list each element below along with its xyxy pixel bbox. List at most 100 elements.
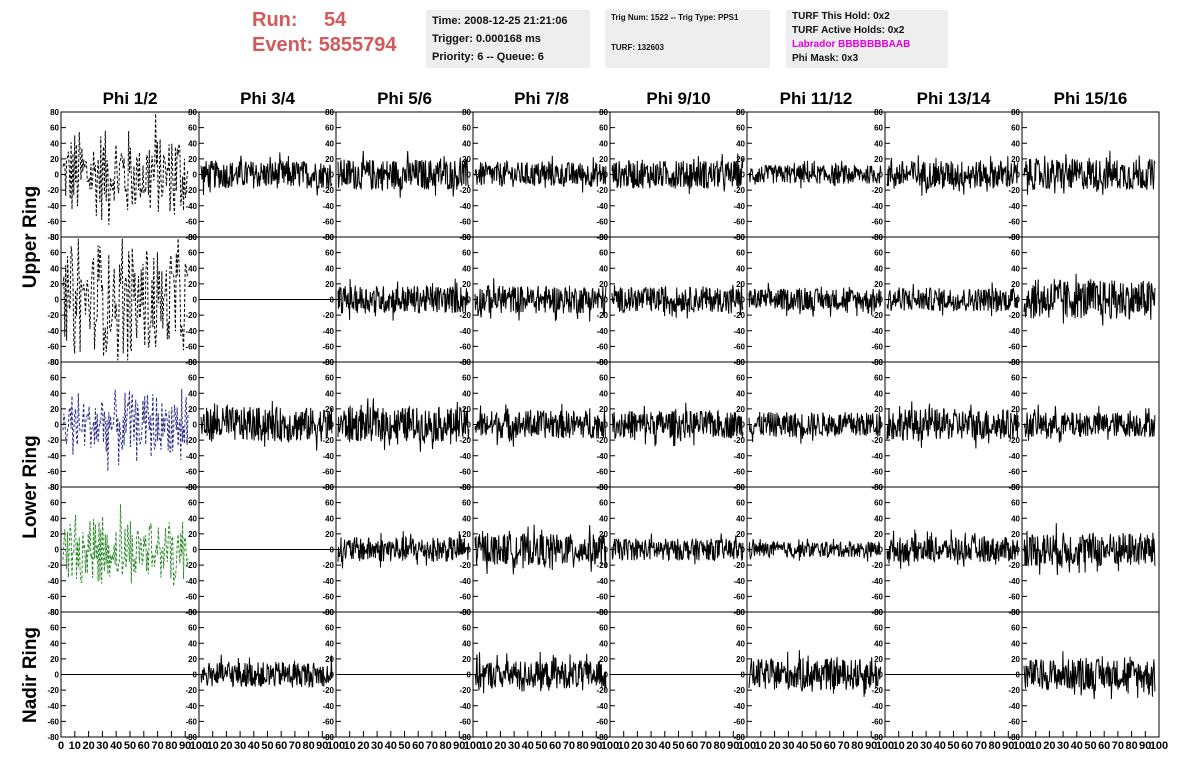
y-tick-label: -60 [733, 217, 745, 226]
y-tick-label: -80 [322, 733, 334, 742]
y-tick-label: -20 [1008, 311, 1020, 320]
x-tick-label: 40 [934, 740, 946, 752]
y-tick-label: -20 [733, 186, 745, 195]
y-tick-label: 60 [1011, 249, 1020, 258]
y-tick-label: 60 [50, 374, 59, 383]
x-tick-label: 20 [906, 740, 918, 752]
y-tick-label: 20 [599, 280, 608, 289]
y-tick-label: -60 [185, 217, 197, 226]
y-tick-label: 80 [1011, 483, 1020, 492]
y-tick-label: 40 [325, 514, 334, 523]
y-tick-label: 60 [874, 124, 883, 133]
y-tick-label: 40 [50, 514, 59, 523]
y-tick-label: -20 [322, 311, 334, 320]
waveform-trace [886, 282, 1019, 317]
ring-label: Upper Ring [20, 186, 41, 288]
y-tick-label: -20 [871, 311, 883, 320]
x-tick-label: 40 [385, 740, 397, 752]
y-tick-label: -60 [47, 217, 59, 226]
y-tick-label: 80 [599, 483, 608, 492]
y-tick-label: 0 [193, 171, 198, 180]
y-tick-label: -60 [596, 717, 608, 726]
x-tick-label: 10 [1030, 740, 1042, 752]
y-tick-label: 20 [736, 155, 745, 164]
x-tick-label: 70 [700, 740, 712, 752]
y-tick-label: 0 [1016, 546, 1021, 555]
x-tick-label: 20 [631, 740, 643, 752]
y-tick-label: 60 [874, 624, 883, 633]
y-tick-label: -40 [47, 327, 59, 336]
y-tick-label: 0 [330, 671, 335, 680]
x-tick-label: 30 [96, 740, 108, 752]
x-tick-label: 10 [893, 740, 905, 752]
y-tick-label: 60 [736, 374, 745, 383]
x-tick-label: 70 [563, 740, 575, 752]
x-tick-label: 80 [1125, 740, 1137, 752]
y-tick-label: 40 [599, 389, 608, 398]
waveform-trace [337, 150, 470, 198]
y-tick-label: 80 [599, 233, 608, 242]
x-tick-label: 0 [58, 740, 64, 752]
y-tick-label: -20 [459, 686, 471, 695]
x-tick-label: 90 [727, 740, 739, 752]
y-tick-label: -60 [871, 342, 883, 351]
x-tick-label: 20 [82, 740, 94, 752]
y-tick-label: -20 [322, 686, 334, 695]
y-tick-label: -60 [733, 592, 745, 601]
y-tick-label: 80 [736, 483, 745, 492]
y-tick-label: 80 [874, 608, 883, 617]
y-tick-label: -60 [871, 592, 883, 601]
waveform-trace [611, 402, 744, 447]
event-label: Event: [252, 34, 314, 56]
y-tick-label: -20 [322, 186, 334, 195]
y-tick-label: -80 [459, 733, 471, 742]
column-title: Phi 15/16 [1054, 89, 1128, 108]
y-tick-label: 20 [1011, 280, 1020, 289]
x-tick-label: 50 [947, 740, 959, 752]
waveform-trace [1023, 404, 1156, 443]
y-tick-label: -80 [1008, 733, 1020, 742]
y-tick-label: -60 [322, 592, 334, 601]
x-tick-label: 80 [713, 740, 725, 752]
waveform-trace [611, 153, 744, 195]
y-tick-label: 60 [188, 374, 197, 383]
x-tick-label: 50 [672, 740, 684, 752]
y-tick-label: -20 [47, 561, 59, 570]
y-tick-label: -40 [47, 202, 59, 211]
y-tick-label: 80 [1011, 608, 1020, 617]
y-tick-label: 60 [325, 499, 334, 508]
y-tick-label: 0 [1016, 296, 1021, 305]
y-tick-label: 20 [874, 405, 883, 414]
y-tick-label: 20 [50, 155, 59, 164]
x-tick-label: 90 [590, 740, 602, 752]
y-tick-label: 0 [879, 546, 884, 555]
y-tick-label: 40 [325, 639, 334, 648]
y-tick-label: 60 [462, 249, 471, 258]
y-tick-label: 80 [874, 108, 883, 117]
x-tick-label: 100 [464, 740, 482, 752]
waveform-trace [886, 401, 1019, 449]
y-tick-label: -40 [733, 202, 745, 211]
y-tick-label: 60 [325, 124, 334, 133]
y-tick-label: 80 [462, 108, 471, 117]
y-tick-label: 60 [874, 499, 883, 508]
event-value: 5855794 [318, 34, 397, 56]
waveform-trace [748, 538, 881, 562]
x-tick-label: 90 [179, 740, 191, 752]
waveform-trace [1023, 273, 1156, 326]
y-tick-label: 20 [325, 655, 334, 664]
x-tick-label: 10 [481, 740, 493, 752]
y-tick-label: 80 [462, 608, 471, 617]
y-tick-label: -60 [1008, 342, 1020, 351]
waveform-trace [474, 403, 607, 447]
y-tick-label: -20 [47, 311, 59, 320]
y-tick-label: 40 [599, 264, 608, 273]
y-tick-label: 20 [874, 655, 883, 664]
x-tick-label: 10 [755, 740, 767, 752]
y-tick-label: -20 [596, 311, 608, 320]
panel-frame [60, 361, 200, 488]
y-tick-label: 20 [188, 655, 197, 664]
x-tick-label: 30 [920, 740, 932, 752]
y-tick-label: -60 [47, 467, 59, 476]
